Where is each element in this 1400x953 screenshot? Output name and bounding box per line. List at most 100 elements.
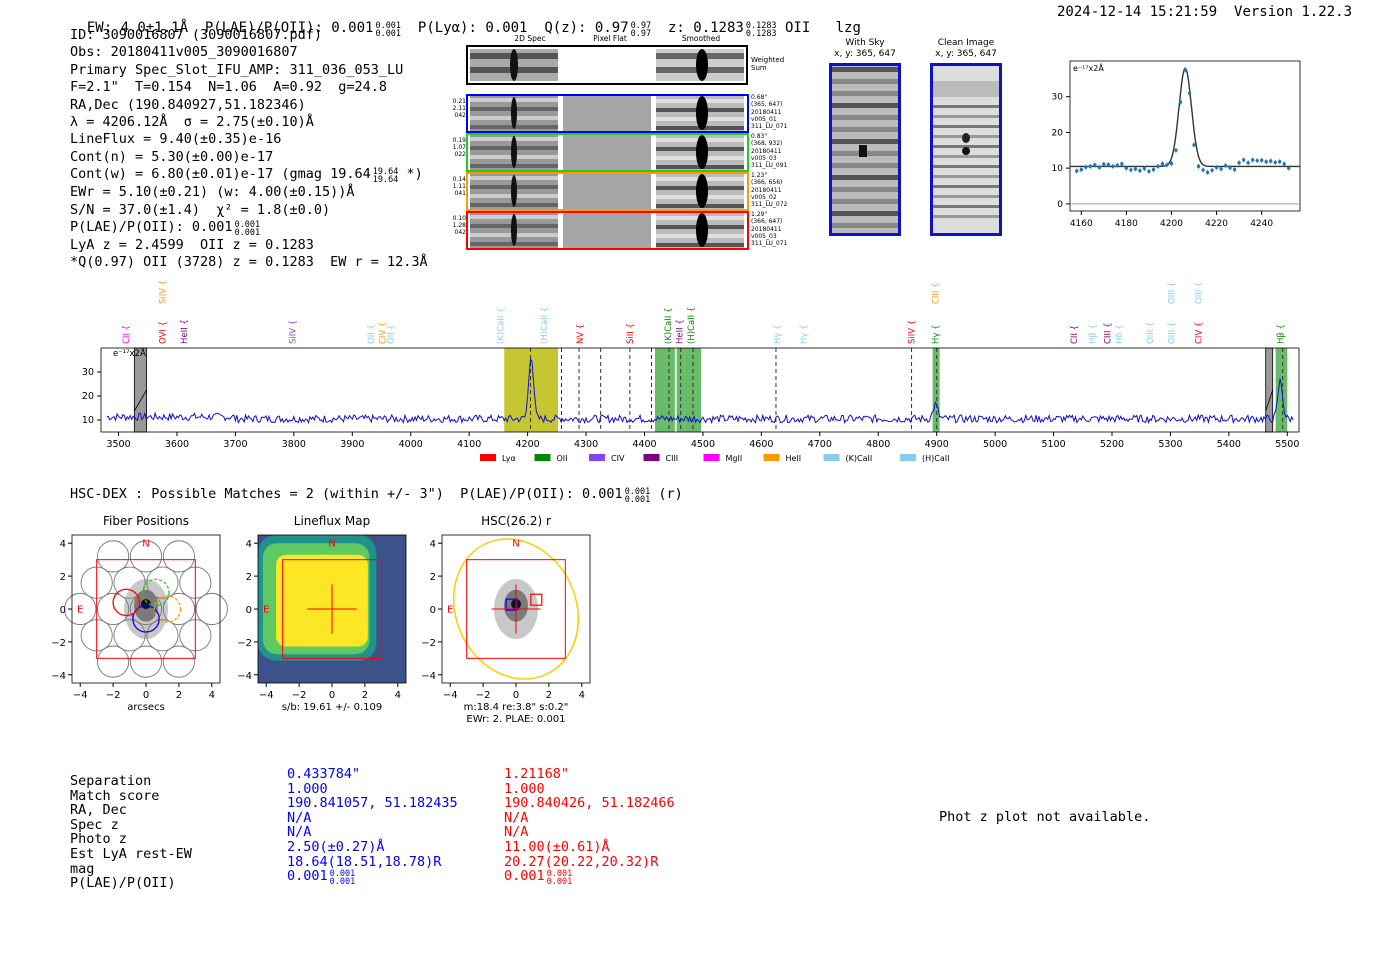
- header-right: 2024-12-14 15:21:59 Version 1.22.3: [1057, 4, 1352, 20]
- clean-xy: x, y: 365, 647: [935, 49, 997, 59]
- hsc-panel-title: Fiber Positions: [103, 514, 189, 528]
- label-separation: Separation: [70, 773, 152, 789]
- spec-xtick-label: 4600: [749, 439, 773, 450]
- spec-highlight-band: [504, 348, 558, 432]
- cutout-meta: 1.29": [751, 211, 768, 218]
- clean-image: [930, 63, 1002, 236]
- with-sky-image: [829, 63, 901, 236]
- info-obs: Obs: 20180411v005_3090016807: [70, 44, 298, 61]
- cutout-meta: 20180411: [751, 108, 782, 116]
- legend-swatch: [763, 454, 780, 461]
- fit-ytick-label: 20: [1052, 128, 1064, 138]
- fit-data-point: [1151, 167, 1156, 172]
- fiber-circle: [64, 592, 97, 626]
- spec-line-marker: Hβ {: [1089, 324, 1099, 344]
- hsc-ytick-label: −4: [237, 671, 252, 682]
- spec-line-marker: OIII {: [1168, 322, 1178, 344]
- spec-line-marker: SiIV {: [908, 320, 918, 344]
- fiber-circle: [113, 566, 146, 599]
- fit-frame: [1069, 60, 1301, 212]
- info-plae: P(LAE)/P(OII): 0.001 0.001 0.001: [70, 219, 261, 239]
- cutout-meta: 311_LU_071: [751, 240, 788, 248]
- legend-label: HeII: [786, 454, 802, 463]
- legend-swatch: [643, 454, 660, 461]
- fit-data-point: [1246, 161, 1250, 165]
- info-id: ID: 3090016807 (3090016807.pdf): [70, 27, 322, 43]
- cutout-meta: v005_02: [751, 193, 777, 201]
- spec-xtick-label: 5200: [1100, 439, 1124, 450]
- fit-xtick-label: 4180: [1115, 219, 1138, 229]
- fit-data-point: [1102, 162, 1106, 166]
- cutout-stat: 041: [454, 190, 466, 197]
- fit-data-point: [1106, 162, 1111, 167]
- fit-data-point: [1097, 165, 1102, 170]
- fit-data-point: [1255, 158, 1259, 163]
- spec-strip-line: [511, 97, 517, 129]
- clean-band: [932, 175, 1000, 178]
- fit-data-point: [1187, 91, 1192, 95]
- legend-swatch: [534, 454, 551, 461]
- cutout-stat: 0.21: [452, 98, 466, 105]
- aperture-ellipse: [452, 538, 580, 680]
- cutout-stat: 0.19: [452, 137, 466, 144]
- fit-data-point: [1228, 166, 1232, 170]
- hsc-xtick-label: 4: [579, 690, 585, 701]
- smoothed-strip-line: [696, 96, 708, 130]
- fit-data-point: [1219, 167, 1223, 171]
- clean-band: [932, 195, 1000, 198]
- cutout-row-right-meta: 1.29" (366, 647) 20180411 v005_03 311_LU_071: [751, 211, 799, 247]
- cutout-row-right-meta: 0.68" (365, 647) 20180411 v005_01 311_LU_071: [751, 94, 799, 130]
- spec-ytick-label: 10: [82, 415, 94, 426]
- cutout-row: 0.19 1.07 022 0.83" (368, 932) 20180411 v005_0…: [440, 133, 800, 172]
- spec-line-marker: OIII {: [1146, 322, 1156, 344]
- match2-plae: 0.001 0.001 0.001: [504, 868, 573, 888]
- fit-data-point: [1241, 158, 1246, 162]
- match-labels: Separation Match score RA, Dec Spec z Ph…: [70, 774, 192, 891]
- weighted-sum-cutout: [466, 45, 748, 85]
- header-ew: EW: 4.0±1.1Å: [86, 20, 189, 36]
- spec-xtick-label: 4700: [808, 439, 832, 450]
- info-radec: RA,Dec (190.840927,51.182346): [70, 96, 306, 113]
- cutout-row-left-stats: 0.10 1.28 042: [446, 215, 466, 236]
- info-contn: Cont(n) = 5.30(±0.00)e-17: [70, 148, 274, 165]
- fit-data-point: [1287, 166, 1291, 170]
- header-flags: lzg: [835, 20, 861, 36]
- legend-label: CIV: [611, 454, 625, 463]
- fiber-circle: [195, 592, 228, 626]
- sky-band: [831, 127, 899, 132]
- fit-data-point: [1174, 148, 1178, 152]
- col-title-smoothed: Smoothed: [681, 34, 721, 43]
- clean-band: [932, 105, 1000, 108]
- fit-unit-label: e⁻¹⁷x2Å: [1073, 62, 1104, 73]
- hsc-ytick-label: 0: [430, 605, 436, 616]
- hsc-panel-xlabel: arcsecs: [127, 702, 165, 713]
- cutout-meta: 0.83": [751, 133, 768, 140]
- spec-highlight-band: [655, 348, 675, 432]
- cutout-meta: 311_LU_091: [751, 162, 788, 170]
- spec-xtick-label: 4200: [516, 439, 540, 450]
- lineflux-peak: [276, 554, 368, 647]
- spec-line-marker: CIV {: [379, 322, 389, 344]
- match1-radec: 190.841057, 51.182435: [287, 795, 458, 812]
- clean-band: [932, 155, 1000, 158]
- spec-line-marker: Hγ {: [932, 324, 942, 344]
- hsc-ytick-label: 0: [60, 605, 66, 616]
- clean-band: [932, 185, 1000, 188]
- spec-line-marker: OII {: [367, 324, 377, 344]
- fit-data-point: [1205, 170, 1210, 175]
- clean-band: [932, 215, 1000, 218]
- hsc-ytick-label: 4: [430, 539, 436, 550]
- clean-band: [932, 165, 1000, 168]
- fit-data-point: [1201, 168, 1205, 172]
- match2-column: 1.21168" 1.000 190.840426, 51.182466 N/A…: [504, 767, 675, 888]
- search-box: [282, 559, 382, 659]
- legend-swatch: [589, 454, 605, 461]
- cutout-stat: 022: [454, 151, 466, 158]
- match2-lya-ew: 11.00(±0.61)Å: [504, 838, 610, 855]
- fit-data-point: [1268, 159, 1273, 163]
- label-mag: mag: [70, 860, 95, 877]
- fit-data-point: [1133, 167, 1138, 171]
- cutout-rows: 0.21 2.11 042 0.68" (365, 647) 20180411 v005_0…: [440, 94, 800, 256]
- fit-data-point: [1183, 68, 1187, 72]
- spec-mask-hatch: [1265, 389, 1274, 412]
